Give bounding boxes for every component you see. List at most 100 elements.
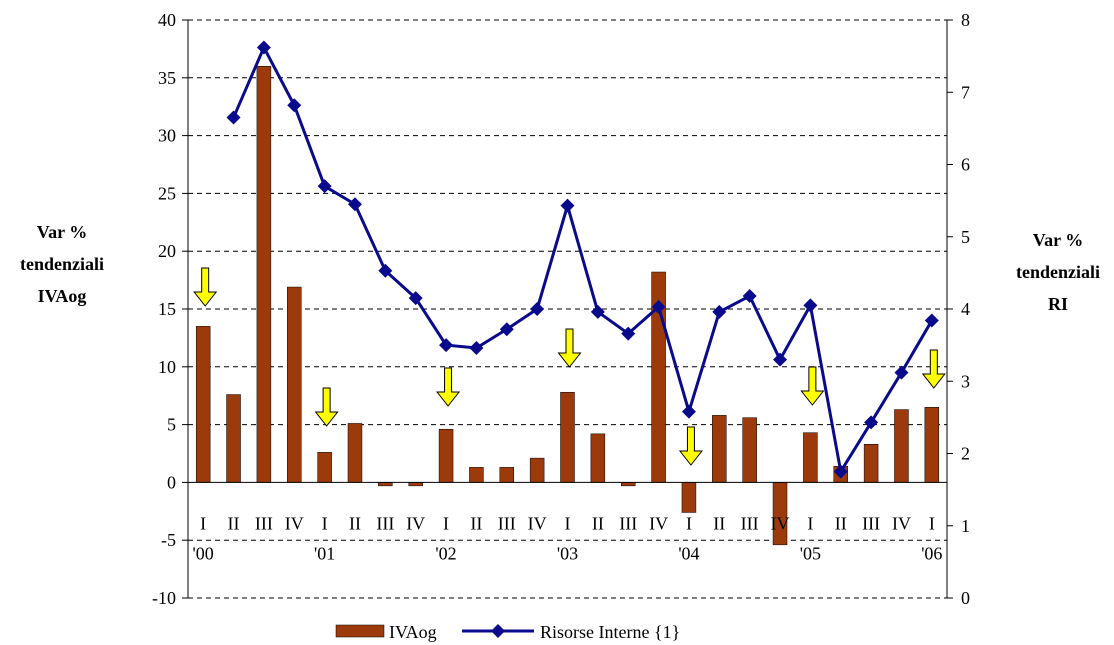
quarter-label: I <box>807 513 813 533</box>
left-tick-label: 35 <box>158 68 176 88</box>
line-point <box>469 341 484 356</box>
quarter-label: IV <box>406 513 425 533</box>
bar <box>620 482 636 487</box>
bar <box>742 417 757 483</box>
quarter-label: I <box>929 513 935 533</box>
legend-label-risorse-interne: Risorse Interne {1} <box>540 622 680 642</box>
right-axis-title: Var % tendenziali RI <box>1002 224 1114 320</box>
right-axis-title-line: Var % <box>1032 230 1084 250</box>
line-point <box>378 263 393 278</box>
line-point <box>560 198 575 213</box>
quarter-label: IV <box>528 513 547 533</box>
quarter-label: IV <box>892 513 911 533</box>
right-tick-label: 3 <box>961 371 970 391</box>
line-point <box>347 197 362 212</box>
left-tick-label: 0 <box>167 472 176 492</box>
left-tick-label: 5 <box>167 415 176 435</box>
legend-line-marker <box>491 624 505 638</box>
bar <box>347 423 363 483</box>
year-label: '06 <box>921 543 942 563</box>
quarter-label: II <box>349 513 361 533</box>
line-point <box>742 288 757 303</box>
line-point <box>256 40 271 55</box>
year-label: '05 <box>800 543 821 563</box>
down-arrow-icon <box>436 367 461 407</box>
year-label: '01 <box>314 543 335 563</box>
bar <box>590 433 606 483</box>
axes: -10 -5 0 5 10 15 20 25 30 35 40 0 1 2 3 4 5 6 7 8 <box>152 10 970 608</box>
line-point <box>439 338 454 353</box>
down-arrow-icon <box>800 366 825 406</box>
bar <box>803 432 818 483</box>
line-point <box>924 313 939 328</box>
line-point <box>894 365 909 380</box>
bar <box>256 65 272 483</box>
quarter-label: III <box>862 513 880 533</box>
line-point <box>803 298 818 313</box>
line-point <box>590 304 605 319</box>
right-tick-label: 8 <box>961 10 970 30</box>
line-point <box>773 352 788 367</box>
bar <box>408 482 423 487</box>
bar <box>469 467 484 483</box>
arrow-markers <box>193 267 946 466</box>
quarter-label: II <box>713 513 725 533</box>
bar <box>195 326 211 483</box>
bar <box>438 428 454 483</box>
right-tick-label: 6 <box>961 155 970 175</box>
right-axis-title-line: tendenziali <box>1016 262 1100 282</box>
quarter-label: II <box>835 513 847 533</box>
bar <box>894 409 909 483</box>
left-axis-title: Var % tendenziali IVAog <box>2 216 122 312</box>
right-tick-label: 1 <box>961 516 970 536</box>
down-arrow-icon <box>921 349 946 389</box>
quarter-label: I <box>443 513 449 533</box>
quarter-label: III <box>741 513 759 533</box>
left-tick-label: -10 <box>152 588 176 608</box>
down-arrow-icon <box>557 328 582 368</box>
x-axis-labels: I II III IV I II III IV I II III IV I II III IV I II III IV… <box>193 513 943 563</box>
year-label: '03 <box>557 543 578 563</box>
bar <box>499 467 515 483</box>
line-point <box>712 304 727 319</box>
down-arrow-icon <box>678 426 703 466</box>
left-tick-label: -5 <box>161 530 176 550</box>
quarter-label: III <box>619 513 637 533</box>
left-tick-label: 30 <box>158 126 176 146</box>
line-point <box>317 179 332 194</box>
legend-label-ivaog: IVAog <box>389 622 437 642</box>
line-point <box>833 464 848 479</box>
legend-bar-swatch <box>335 624 385 638</box>
line-point <box>864 415 879 430</box>
series-line <box>232 43 934 476</box>
bar <box>287 286 302 483</box>
right-tick-label: 4 <box>961 299 970 319</box>
line-point <box>226 110 241 125</box>
quarter-label: I <box>200 513 206 533</box>
line-point <box>499 322 514 337</box>
quarter-label: III <box>498 513 516 533</box>
left-axis-title-line: Var % <box>36 222 88 242</box>
quarter-label: I <box>322 513 328 533</box>
right-tick-label: 2 <box>961 444 970 464</box>
bar <box>924 407 940 483</box>
bar <box>226 394 241 483</box>
bar <box>317 452 332 483</box>
bar-series-ivaog <box>195 65 940 546</box>
left-tick-label: 15 <box>158 299 176 319</box>
bar <box>712 415 727 483</box>
quarter-label: IV <box>285 513 304 533</box>
line-series-risorse-interne <box>226 40 939 479</box>
bar <box>560 391 575 483</box>
left-axis-title-line: IVAog <box>37 286 87 306</box>
year-label: '00 <box>193 543 214 563</box>
line-point <box>681 404 696 419</box>
quarter-label: II <box>228 513 240 533</box>
quarter-label: IV <box>771 513 790 533</box>
quarter-label: III <box>376 513 394 533</box>
year-label: '04 <box>678 543 699 563</box>
legend: IVAog Risorse Interne {1} <box>335 622 680 642</box>
line-point <box>651 299 666 314</box>
year-label: '02 <box>435 543 456 563</box>
